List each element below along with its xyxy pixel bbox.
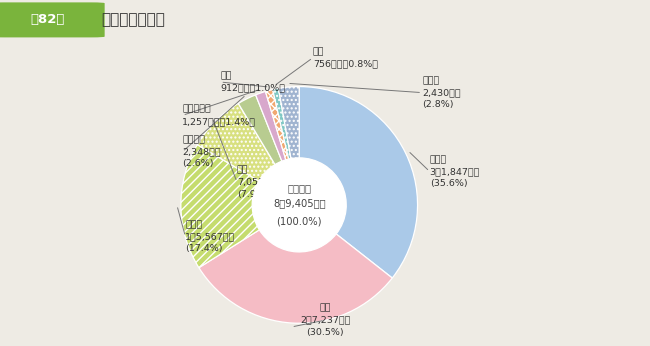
Wedge shape bbox=[239, 95, 282, 165]
Text: ガス
756億円（0.8%）: ガス 756億円（0.8%） bbox=[313, 47, 378, 68]
Wedge shape bbox=[198, 103, 275, 181]
Text: 宅地造成
2,348億円
(2.6%): 宅地造成 2,348億円 (2.6%) bbox=[183, 135, 221, 169]
Wedge shape bbox=[181, 145, 259, 268]
Text: 8兆9,405億円: 8兆9,405億円 bbox=[273, 198, 326, 208]
Text: 病　院
3兆1,847億円
(35.6%): 病 院 3兆1,847億円 (35.6%) bbox=[430, 155, 480, 188]
Text: (100.0%): (100.0%) bbox=[276, 217, 322, 227]
Text: 交通
7,051億円
(7.9%): 交通 7,051億円 (7.9%) bbox=[237, 165, 276, 199]
Wedge shape bbox=[299, 86, 417, 278]
Text: その他
2,430億円
(2.8%): その他 2,430億円 (2.8%) bbox=[422, 76, 461, 109]
Text: 電気
912億円（1.0%）: 電気 912億円（1.0%） bbox=[220, 71, 285, 93]
FancyBboxPatch shape bbox=[0, 2, 105, 37]
Text: 料金収入: 料金収入 bbox=[287, 183, 311, 193]
Circle shape bbox=[252, 158, 346, 252]
Text: 第82図: 第82図 bbox=[31, 13, 65, 26]
Text: 料金収入の状況: 料金収入の状況 bbox=[101, 12, 164, 27]
Text: 水道
2兆7,237億円
(30.5%): 水道 2兆7,237億円 (30.5%) bbox=[300, 303, 350, 337]
Wedge shape bbox=[199, 230, 392, 323]
Wedge shape bbox=[278, 86, 299, 158]
Text: 下水道
1兆5,567億円
(17.4%): 下水道 1兆5,567億円 (17.4%) bbox=[185, 220, 236, 253]
Wedge shape bbox=[265, 90, 289, 160]
Text: 工業用水道
1,257億円（1.4%）: 工業用水道 1,257億円（1.4%） bbox=[183, 105, 256, 126]
Wedge shape bbox=[272, 88, 291, 159]
Wedge shape bbox=[255, 91, 286, 161]
